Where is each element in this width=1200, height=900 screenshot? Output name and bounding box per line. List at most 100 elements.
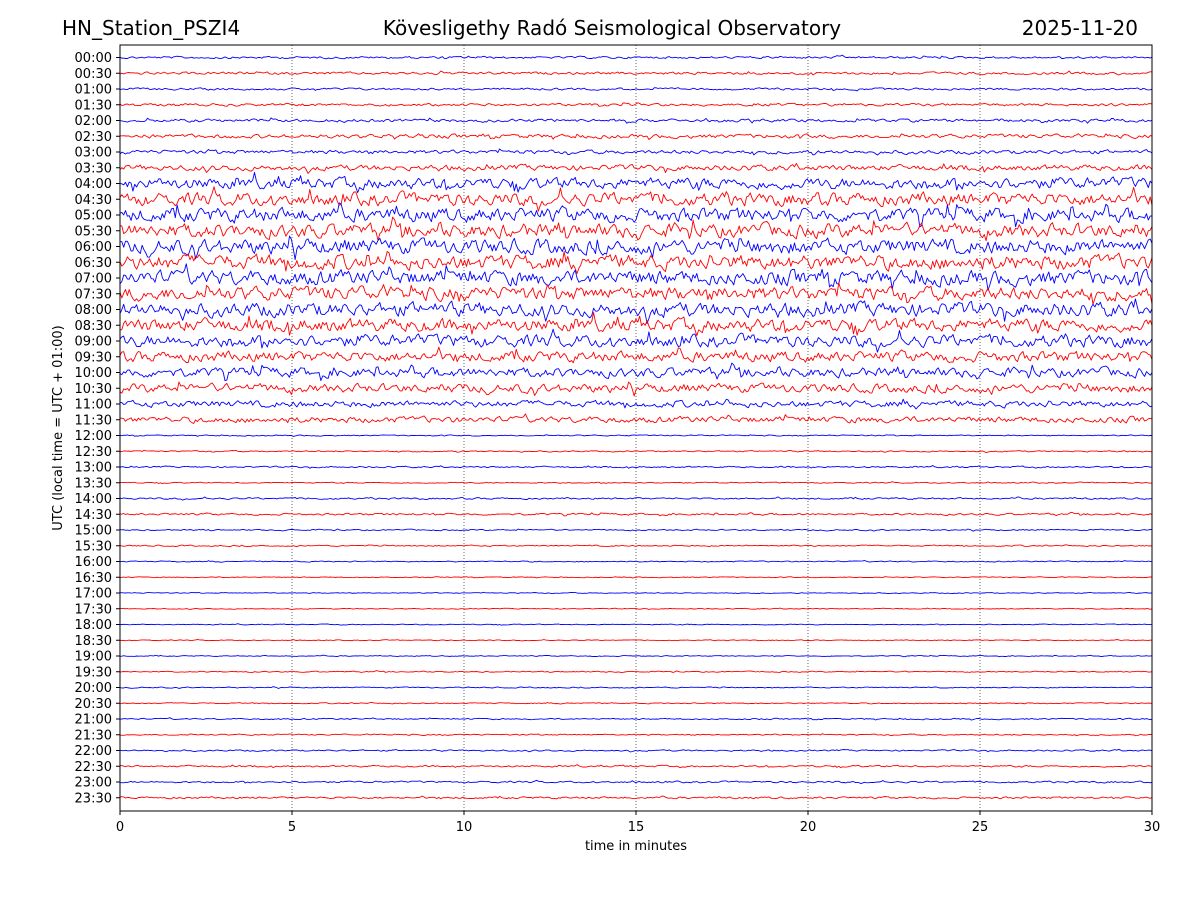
y-tick-label: 22:00 (75, 744, 112, 759)
y-tick-label: 08:00 (75, 303, 112, 318)
vertical-gridlines (291, 45, 981, 811)
trace-row-1400 (119, 496, 1153, 501)
y-tick-label: 08:30 (75, 319, 112, 334)
y-tick-label: 09:00 (75, 335, 112, 350)
y-tick-label: 01:30 (75, 98, 112, 113)
trace-row-1500 (119, 528, 1153, 532)
trace-row-0030 (119, 70, 1152, 76)
y-tick-label: 11:00 (75, 398, 112, 413)
trace-row-2230 (119, 764, 1153, 769)
trace-row-1530 (119, 544, 1153, 548)
trace-row-1030 (119, 381, 1153, 397)
trace-row-0530 (119, 216, 1153, 242)
trace-row-1230 (119, 449, 1153, 454)
trace-row-0100 (119, 87, 1153, 92)
trace-row-0830 (119, 312, 1153, 337)
date-title: 2025-11-20 (1022, 16, 1138, 40)
y-tick-label: 23:00 (75, 776, 112, 791)
y-tick-label: 05:30 (75, 224, 112, 239)
trace-row-1700 (120, 591, 1153, 595)
y-tick-label: 07:30 (75, 287, 112, 302)
x-tick-label: 15 (628, 820, 645, 835)
trace-row-0130 (119, 102, 1153, 107)
trace-row-0230 (119, 133, 1153, 140)
y-tick-label: 15:00 (75, 524, 112, 539)
y-axis-ticks: 00:0000:3001:0001:3002:0002:3003:0003:30… (75, 51, 120, 806)
trace-row-2000 (119, 686, 1153, 689)
x-tick-label: 10 (456, 820, 473, 835)
y-axis-label: UTC (local time = UTC + 01:00) (51, 325, 66, 530)
y-tick-label: 02:30 (75, 130, 112, 145)
x-tick-label: 20 (800, 820, 817, 835)
trace-row-0400 (119, 172, 1153, 194)
y-tick-label: 21:00 (75, 713, 112, 728)
y-tick-label: 02:00 (75, 114, 112, 129)
y-tick-label: 14:00 (75, 492, 112, 507)
seismic-traces (119, 54, 1153, 800)
trace-row-0730 (119, 282, 1153, 305)
y-tick-label: 18:30 (75, 634, 112, 649)
trace-row-1730 (119, 607, 1153, 611)
trace-row-1330 (119, 481, 1153, 485)
trace-row-1600 (120, 560, 1153, 563)
trace-row-0000 (119, 54, 1153, 60)
y-tick-label: 13:30 (75, 476, 112, 491)
trace-row-0900 (119, 328, 1153, 353)
y-tick-label: 14:30 (75, 508, 112, 523)
trace-row-2130 (119, 733, 1153, 737)
x-tick-label: 5 (288, 820, 296, 835)
trace-row-2330 (119, 795, 1153, 800)
x-tick-label: 25 (972, 820, 989, 835)
trace-row-1930 (119, 670, 1153, 673)
observatory-title: Kövesligethy Radó Seismological Observat… (383, 16, 841, 40)
trace-row-0200 (119, 117, 1153, 124)
trace-row-0630 (119, 251, 1153, 274)
trace-row-1830 (119, 638, 1153, 642)
y-tick-label: 17:30 (75, 602, 112, 617)
trace-row-0600 (119, 235, 1153, 261)
y-tick-label: 12:00 (75, 429, 112, 444)
trace-row-0500 (119, 202, 1153, 228)
trace-row-2100 (119, 717, 1153, 721)
y-tick-label: 15:30 (75, 539, 112, 554)
y-tick-label: 03:30 (75, 161, 112, 176)
station-title: HN_Station_PSZI4 (62, 16, 240, 40)
x-tick-label: 30 (1144, 820, 1161, 835)
y-tick-label: 23:30 (75, 791, 112, 806)
trace-row-2300 (120, 779, 1153, 785)
y-tick-label: 20:00 (75, 681, 112, 696)
trace-row-1300 (119, 465, 1153, 469)
y-tick-label: 17:00 (75, 587, 112, 602)
y-tick-label: 00:00 (75, 51, 112, 66)
trace-row-2200 (119, 748, 1153, 753)
y-tick-label: 13:00 (75, 461, 112, 476)
y-tick-label: 09:30 (75, 350, 112, 365)
x-axis-label: time in minutes (585, 839, 687, 854)
trace-row-1900 (119, 654, 1153, 658)
y-tick-label: 06:30 (75, 256, 112, 271)
y-tick-label: 22:30 (75, 760, 112, 775)
y-tick-label: 04:00 (75, 177, 112, 192)
y-tick-label: 11:30 (75, 413, 112, 428)
trace-row-0930 (119, 346, 1153, 364)
y-tick-label: 21:30 (75, 728, 112, 743)
y-tick-label: 06:00 (75, 240, 112, 255)
y-tick-label: 04:30 (75, 193, 112, 208)
trace-row-1100 (119, 398, 1153, 410)
y-tick-label: 16:00 (75, 555, 112, 570)
y-tick-label: 10:30 (75, 382, 112, 397)
y-tick-label: 00:30 (75, 67, 112, 82)
y-tick-label: 03:00 (75, 146, 112, 161)
y-tick-label: 05:00 (75, 209, 112, 224)
trace-row-1130 (120, 413, 1153, 424)
trace-row-0800 (119, 298, 1153, 324)
trace-row-1200 (119, 434, 1152, 437)
trace-row-1000 (119, 362, 1153, 382)
trace-row-0330 (119, 162, 1153, 174)
trace-row-2030 (119, 702, 1153, 705)
trace-row-1430 (119, 511, 1153, 517)
trace-row-0430 (119, 186, 1153, 212)
x-axis-ticks: 0 5 10 15 20 25 30 (116, 811, 1160, 835)
y-tick-label: 16:30 (75, 571, 112, 586)
